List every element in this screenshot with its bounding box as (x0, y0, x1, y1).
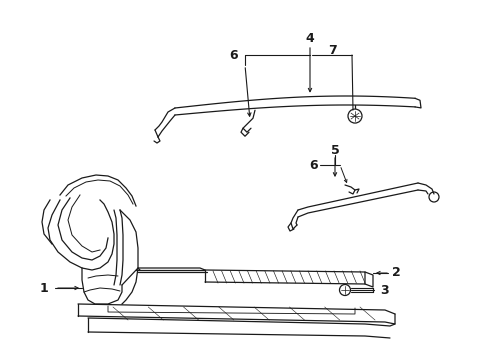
Text: 5: 5 (330, 144, 339, 157)
Text: 2: 2 (391, 266, 400, 279)
Text: 7: 7 (327, 44, 336, 57)
Text: 1: 1 (40, 282, 48, 294)
Text: 3: 3 (379, 284, 388, 297)
Text: 6: 6 (309, 158, 317, 171)
Text: 4: 4 (305, 32, 314, 45)
Text: 6: 6 (229, 49, 238, 62)
